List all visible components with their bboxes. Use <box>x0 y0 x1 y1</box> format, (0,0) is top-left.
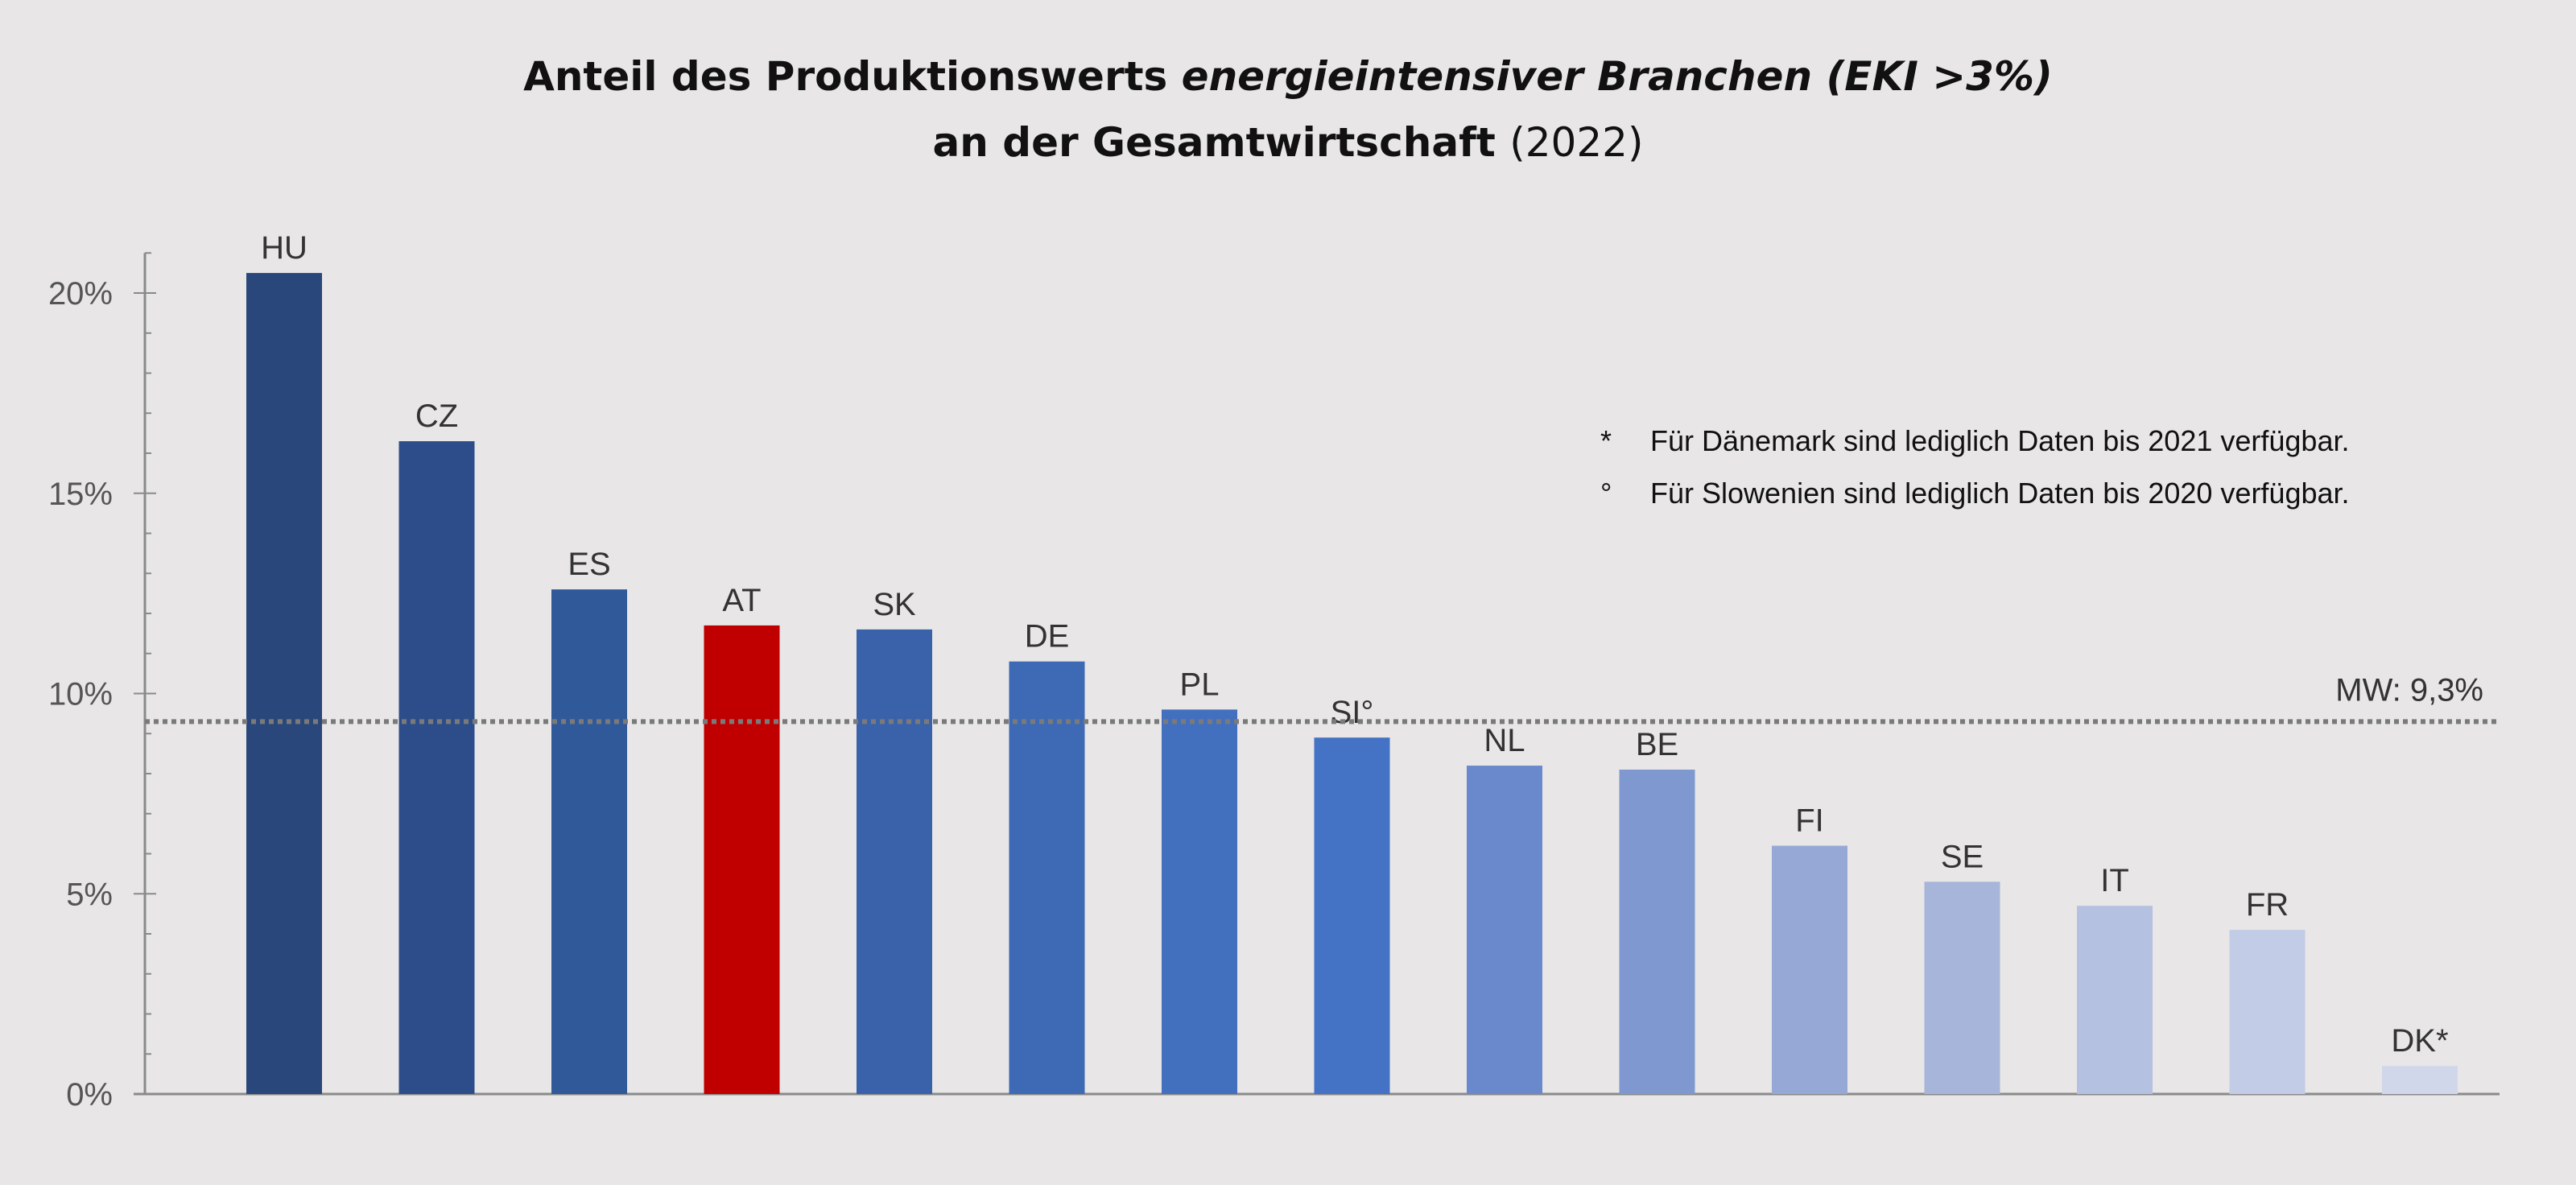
bar-label: DE <box>1025 619 1070 654</box>
bar-label: SE <box>1941 839 1984 874</box>
chart-title-line2: an der Gesamtwirtschaft (2022) <box>933 119 1644 166</box>
bar-label: DK* <box>2391 1023 2448 1059</box>
footnotes: * Für Dänemark sind lediglich Daten bis … <box>1600 424 2350 510</box>
bar-nl <box>1467 766 1542 1094</box>
bar-label: CZ <box>415 398 458 434</box>
bar-se <box>1924 882 2000 1094</box>
bar-label: BE <box>1636 727 1678 762</box>
bar-fi <box>1772 845 1847 1094</box>
bar-si <box>1314 737 1390 1094</box>
title-bold: an der Gesamtwirtschaft <box>933 119 1510 166</box>
bar-label: FR <box>2246 887 2289 923</box>
bar-label: ES <box>568 547 610 582</box>
bar-hu <box>246 273 322 1094</box>
footnote-text-1: Für Dänemark sind lediglich Daten bis 20… <box>1650 424 2349 457</box>
bar-pl <box>1162 709 1237 1094</box>
bar-label: FI <box>1795 803 1824 839</box>
bar-fr <box>2229 930 2306 1094</box>
y-tick-label: 15% <box>48 477 113 512</box>
y-tick-label: 10% <box>48 677 113 712</box>
bar-label: SK <box>873 587 916 622</box>
bar-de <box>1009 661 1085 1094</box>
bar-label: NL <box>1484 723 1525 758</box>
title-year: (2022) <box>1509 119 1643 166</box>
title-italic: energieintensiver Branchen (EKI >3%) <box>1182 53 2053 100</box>
footnote-text-2: Für Slowenien sind lediglich Daten bis 2… <box>1650 477 2350 510</box>
y-tick-label: 5% <box>66 877 113 912</box>
bar-label: SI° <box>1331 695 1374 730</box>
bar-label: PL <box>1180 667 1220 702</box>
footnote-marker-2: ° <box>1600 477 1612 510</box>
footnote-marker-1: * <box>1600 424 1612 457</box>
bar-label: IT <box>2100 863 2129 898</box>
mean-label: MW: 9,3% <box>2335 672 2483 708</box>
bar-dk <box>2382 1066 2458 1094</box>
bar-cz <box>398 441 475 1094</box>
bar-es <box>551 589 627 1094</box>
bar-label: AT <box>722 583 761 618</box>
bar-it <box>2077 906 2153 1094</box>
bar-at <box>704 625 780 1094</box>
bar-label: HU <box>261 230 308 266</box>
bar-be <box>1619 770 1695 1094</box>
y-tick-label: 0% <box>66 1077 113 1113</box>
bar-labels: HU CZ ES AT SK DE PL SI° NL BE FI SE IT FR DK* <box>261 230 2448 1059</box>
bars <box>246 273 2458 1094</box>
bar-sk <box>857 629 932 1094</box>
chart-title-line1: Anteil des Produktionswerts energieinten… <box>523 53 2053 100</box>
y-axis: 0% 5% 10% 15% 20% <box>48 252 2500 1113</box>
y-tick-label: 20% <box>48 276 113 312</box>
title-regular: Anteil des Produktionswerts <box>523 53 1182 100</box>
